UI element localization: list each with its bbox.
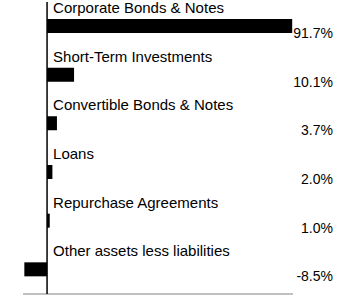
svg-text:Repurchase Agreements: Repurchase Agreements (53, 194, 218, 211)
svg-text:10.1%: 10.1% (293, 74, 333, 90)
svg-text:-8.5%: -8.5% (296, 268, 333, 284)
svg-text:Convertible Bonds & Notes: Convertible Bonds & Notes (53, 96, 233, 113)
svg-text:Corporate Bonds & Notes: Corporate Bonds & Notes (53, 0, 224, 16)
svg-text:Loans: Loans (53, 145, 94, 162)
svg-text:Short-Term Investments: Short-Term Investments (53, 48, 212, 65)
svg-text:1.0%: 1.0% (301, 220, 333, 236)
svg-text:2.0%: 2.0% (301, 171, 333, 187)
svg-text:91.7%: 91.7% (293, 25, 333, 41)
svg-text:Other assets less liabilities: Other assets less liabilities (53, 242, 230, 259)
svg-text:3.7%: 3.7% (301, 122, 333, 138)
